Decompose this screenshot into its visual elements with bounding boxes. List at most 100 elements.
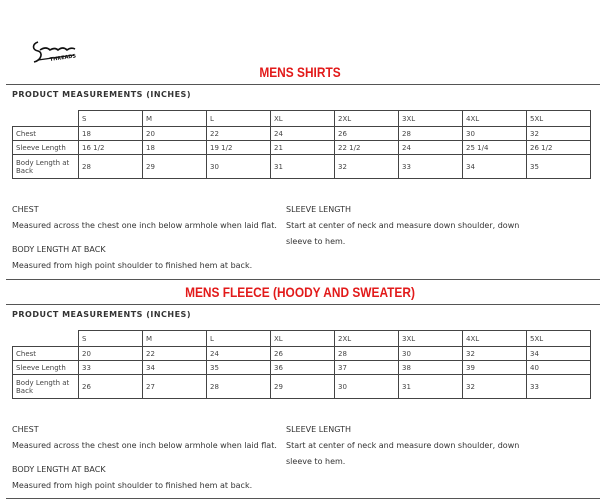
size-header: 5XL [526,110,591,127]
row-label: Sleeve Length [12,140,79,155]
body-length-description: Measured from high point shoulder to fin… [12,481,253,490]
size-header: XL [270,330,335,347]
row-label: Body Length at Back [12,154,79,179]
table-cell: 28 [78,154,143,179]
size-table: S M L XL 2XL 3XL 4XL 5XL Chest 18 20 22 24 26 28 30 32 Sl… [12,110,591,179]
table-cell: 30 [398,346,463,361]
table-cell: 33 [398,154,463,179]
table-cell: 37 [334,360,399,375]
size-header: M [142,330,207,347]
table-cell: 34 [462,154,527,179]
row-label: Body Length at Back [12,374,79,399]
row-label: Chest [12,346,79,361]
chest-heading: CHEST [12,205,39,214]
table-row: Sleeve Length 16 1/2 18 19 1/2 21 22 1/2 24 25 … [12,140,591,155]
section-title: MENS SHIRTS [259,64,341,80]
table-cell: 29 [270,374,335,399]
table-cell: 18 [142,140,207,155]
section-title: MENS FLEECE (HOODY AND SWEATER) [185,284,415,300]
body-length-description: Measured from high point shoulder to fin… [12,261,253,270]
table-cell: 20 [142,126,207,141]
table-cell: 28 [206,374,271,399]
divider [6,304,600,305]
table-cell: 26 1/2 [526,140,591,155]
divider [6,279,600,280]
size-header: 5XL [526,330,591,347]
table-cell: 33 [526,374,591,399]
table-cell: 22 [142,346,207,361]
table-cell: 29 [142,154,207,179]
table-header-row: S M L XL 2XL 3XL 4XL 5XL [12,330,591,347]
table-row: Sleeve Length 33 34 35 36 37 38 39 40 [12,360,591,375]
row-label: Sleeve Length [12,360,79,375]
size-header: 2XL [334,110,399,127]
row-label: Chest [12,126,79,141]
table-cell: 28 [398,126,463,141]
table-cell: 40 [526,360,591,375]
size-table: S M L XL 2XL 3XL 4XL 5XL Chest 20 22 24 26 28 30 32 34 Sl… [12,330,591,399]
table-cell: 24 [270,126,335,141]
sleeve-length-description: Start at center of neck and measure down… [286,441,520,466]
table-cell: 31 [398,374,463,399]
table-cell: 25 1/4 [462,140,527,155]
body-length-heading: BODY LENGTH AT BACK [12,245,106,254]
chest-description: Measured across the chest one inch below… [12,221,277,230]
table-cell: 26 [78,374,143,399]
table-cell: 30 [334,374,399,399]
sleeve-length-heading: SLEEVE LENGTH [286,425,352,434]
table-cell: 32 [526,126,591,141]
sleeve-length-description: Start at center of neck and measure down… [286,221,520,246]
table-cell: 38 [398,360,463,375]
sleeve-length-heading: SLEEVE LENGTH [286,205,352,214]
size-header: L [206,330,271,347]
table-cell: 22 [206,126,271,141]
size-header: S [78,110,143,127]
table-cell: 24 [398,140,463,155]
table-cell: 36 [270,360,335,375]
size-header: 3XL [398,330,463,347]
table-cell: 32 [334,154,399,179]
size-header: 4XL [462,110,527,127]
size-header: XL [270,110,335,127]
table-cell: 30 [206,154,271,179]
table-cell: 35 [526,154,591,179]
table-header-row: S M L XL 2XL 3XL 4XL 5XL [12,110,591,127]
table-cell: 22 1/2 [334,140,399,155]
divider [6,84,600,85]
size-header: 4XL [462,330,527,347]
size-header: M [142,110,207,127]
table-cell: 33 [78,360,143,375]
table-row: Chest 18 20 22 24 26 28 30 32 [12,126,591,141]
table-cell: 26 [270,346,335,361]
table-row: Body Length at Back 26 27 28 29 30 31 32 33 [12,374,591,399]
chest-heading: CHEST [12,425,39,434]
size-header: L [206,110,271,127]
size-header: 2XL [334,330,399,347]
table-cell: 27 [142,374,207,399]
table-cell: 28 [334,346,399,361]
table-cell: 34 [142,360,207,375]
size-header: 3XL [398,110,463,127]
table-cell: 16 1/2 [78,140,143,155]
measurements-subtitle: PRODUCT MEASUREMENTS (INCHES) [12,310,191,319]
table-cell: 18 [78,126,143,141]
body-length-heading: BODY LENGTH AT BACK [12,465,106,474]
divider [6,498,600,499]
table-cell: 20 [78,346,143,361]
table-cell: 35 [206,360,271,375]
table-cell: 32 [462,346,527,361]
table-row: Chest 20 22 24 26 28 30 32 34 [12,346,591,361]
table-cell: 32 [462,374,527,399]
measurements-subtitle: PRODUCT MEASUREMENTS (INCHES) [12,90,191,99]
table-cell: 26 [334,126,399,141]
table-cell: 30 [462,126,527,141]
svg-text:THREADS: THREADS [49,53,76,63]
table-cell: 21 [270,140,335,155]
size-header: S [78,330,143,347]
table-cell: 34 [526,346,591,361]
table-cell: 31 [270,154,335,179]
chest-description: Measured across the chest one inch below… [12,441,277,450]
table-cell: 19 1/2 [206,140,271,155]
table-cell: 24 [206,346,271,361]
table-row: Body Length at Back 28 29 30 31 32 33 34 35 [12,154,591,179]
